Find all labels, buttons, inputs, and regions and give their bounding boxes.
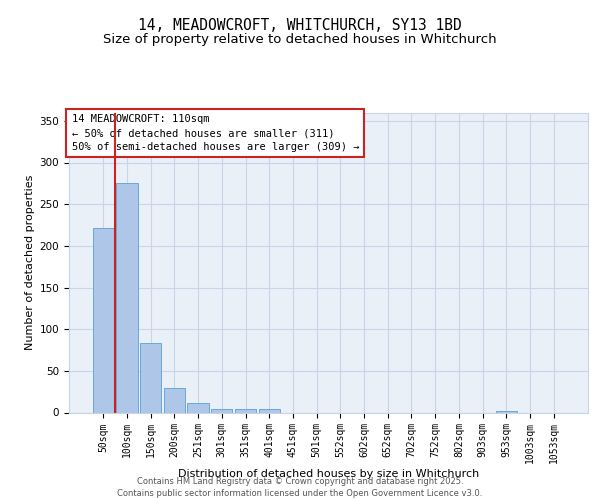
Bar: [116, 184, 137, 412]
Bar: [187, 402, 209, 412]
Bar: [164, 388, 185, 412]
Bar: [235, 409, 256, 412]
Text: Contains HM Land Registry data © Crown copyright and database right 2025.
Contai: Contains HM Land Registry data © Crown c…: [118, 476, 482, 498]
Text: 14 MEADOWCROFT: 110sqm
← 50% of detached houses are smaller (311)
50% of semi-de: 14 MEADOWCROFT: 110sqm ← 50% of detached…: [71, 114, 359, 152]
Y-axis label: Number of detached properties: Number of detached properties: [25, 175, 35, 350]
Bar: [92, 228, 114, 412]
Bar: [259, 409, 280, 412]
X-axis label: Distribution of detached houses by size in Whitchurch: Distribution of detached houses by size …: [178, 469, 479, 479]
Bar: [496, 411, 517, 412]
Text: 14, MEADOWCROFT, WHITCHURCH, SY13 1BD: 14, MEADOWCROFT, WHITCHURCH, SY13 1BD: [138, 18, 462, 32]
Text: Size of property relative to detached houses in Whitchurch: Size of property relative to detached ho…: [103, 32, 497, 46]
Bar: [140, 342, 161, 412]
Bar: [211, 409, 232, 412]
